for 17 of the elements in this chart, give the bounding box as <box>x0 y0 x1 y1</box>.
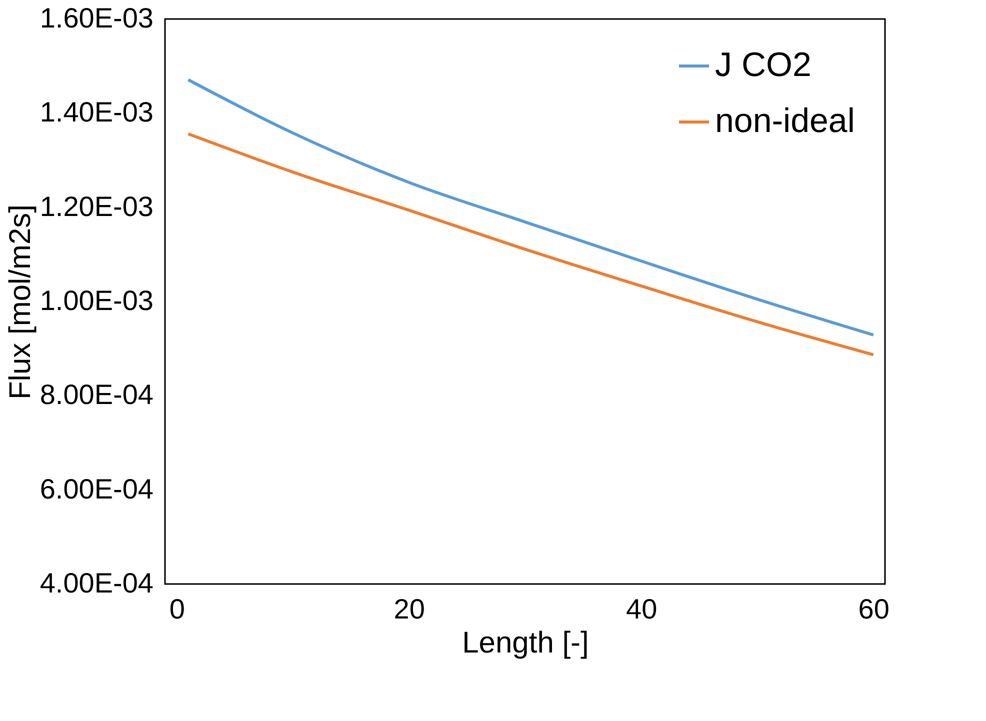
x-tick-label: 0 <box>169 594 185 624</box>
y-tick-label: 1.40E-03 <box>40 96 154 128</box>
legend-label: J CO2 <box>715 46 812 84</box>
x-tick-label: 60 <box>858 594 890 624</box>
y-tick-label: 1.60E-03 <box>40 2 154 34</box>
line-series <box>186 78 875 336</box>
x-tick-label: 20 <box>394 594 425 624</box>
y-axis-title: Flux [mol/m2s] <box>4 204 37 400</box>
x-tick-label: 40 <box>626 594 658 624</box>
y-tick-label: 1.00E-03 <box>40 285 154 316</box>
y-tick-label: 4.00E-04 <box>40 568 154 598</box>
line-series <box>186 132 875 356</box>
legend-label: non-ideal <box>715 102 855 140</box>
x-axis-title: Length [-] <box>462 626 589 660</box>
y-tick-label: 8.00E-04 <box>40 379 154 410</box>
y-tick-label: 1.20E-03 <box>40 190 154 222</box>
y-tick-label: 6.00E-04 <box>40 473 154 504</box>
